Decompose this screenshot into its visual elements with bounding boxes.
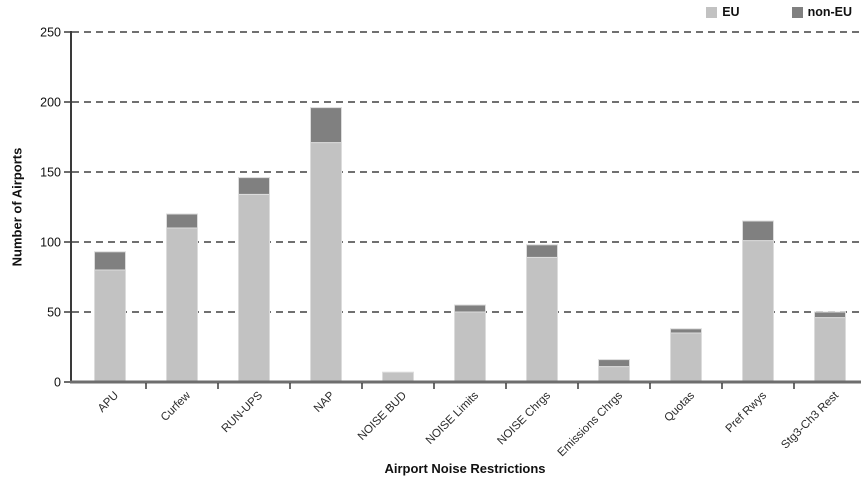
x-category-label-quotas: Quotas <box>662 389 697 424</box>
bar-segment-eu-pref-rwys <box>742 240 774 383</box>
bar-segment-eu-curfew <box>166 227 198 383</box>
y-tick-label: 0 <box>54 376 61 390</box>
x-category-label-noise-chrgs: NOISE Chrgs <box>495 389 553 447</box>
bar-segment-non-eu-pref-rwys <box>742 220 774 242</box>
y-tick-label: 50 <box>47 306 61 320</box>
non-eu-swatch <box>791 6 803 18</box>
y-tick-label: 100 <box>40 236 61 250</box>
bar-segment-eu-run-ups <box>238 193 270 383</box>
x-axis-title: Airport Noise Restrictions <box>384 461 546 476</box>
x-category-label-nap: NAP <box>312 389 337 414</box>
bar-segment-non-eu-stg3-ch3-rest <box>814 311 846 319</box>
x-category-label-noise-bud: NOISE BUD <box>356 390 409 443</box>
bar-segment-eu-apu <box>94 269 126 383</box>
bar-segment-eu-emissions-chrgs <box>598 366 630 383</box>
x-category-label-stg3-ch3-rest: Stg3-Ch3 Rest <box>779 389 841 451</box>
bar-segment-eu-noise-limits <box>454 311 486 383</box>
bar-segment-non-eu-curfew <box>166 213 198 229</box>
bar-segment-non-eu-noise-limits <box>454 304 486 313</box>
bar-segment-non-eu-run-ups <box>238 177 270 195</box>
y-tick-label: 200 <box>40 96 61 110</box>
x-category-label-curfew: Curfew <box>159 389 194 424</box>
x-category-label-pref-rwys: Pref Rwys <box>724 389 770 435</box>
legend-item-eu: EU <box>706 5 740 19</box>
legend-label-non-eu: non-EU <box>807 5 852 19</box>
x-category-label-noise-limits: NOISE Limits <box>424 389 481 446</box>
bar-segment-non-eu-quotas <box>670 328 702 334</box>
legend-item-non-eu: non-EU <box>791 5 852 19</box>
bar-segment-non-eu-nap <box>310 107 342 144</box>
bar-segment-eu-nap <box>310 142 342 383</box>
x-category-label-run-ups: RUN-UPS <box>220 389 266 435</box>
bar-segment-eu-quotas <box>670 332 702 383</box>
y-tick-label: 150 <box>40 166 61 180</box>
y-tick-label: 250 <box>40 26 61 40</box>
bar-segment-eu-noise-chrgs <box>526 256 558 383</box>
y-axis-title: Number of Airports <box>9 147 25 267</box>
x-category-label-emissions-chrgs: Emissions Chrgs <box>556 389 626 459</box>
eu-swatch <box>706 6 718 18</box>
legend: EU non-EU <box>706 5 852 19</box>
legend-label-eu: EU <box>722 5 740 19</box>
bar-segment-eu-stg3-ch3-rest <box>814 317 846 383</box>
bar-segment-non-eu-emissions-chrgs <box>598 359 630 368</box>
bar-segment-non-eu-apu <box>94 251 126 271</box>
x-category-label-apu: APU <box>96 390 121 415</box>
bar-segment-non-eu-noise-chrgs <box>526 244 558 258</box>
